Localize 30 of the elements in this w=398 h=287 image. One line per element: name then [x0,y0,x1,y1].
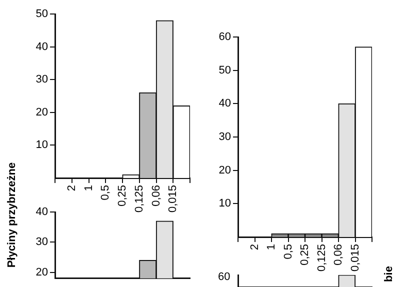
x-tick-label: 2 [248,244,261,250]
y-tick-label: 30 [36,236,48,248]
x-tick-label: 2 [66,185,78,192]
y-tick-label: 30 [218,131,231,144]
x-tick-label: 0,125 [133,185,146,213]
y-tick-label: 10 [36,139,48,152]
x-tick-label: 0,06 [332,244,345,266]
y-tick-label: 50 [218,64,231,76]
y-tick-label: 40 [36,206,48,218]
y-tick-label: 40 [36,40,48,53]
y-tick-label: 20 [36,106,48,118]
y-tick-label: 60 [218,31,231,44]
y-tick-label: 20 [218,164,231,176]
y-axis-title: Płyciny przybrzeżne [5,161,19,270]
y-tick-label: 10 [218,198,231,210]
x-tick-label: 0,25 [116,185,129,206]
x-tick-label: 0,5 [282,244,294,260]
x-tick-label: 0,015 [349,244,362,272]
x-tick-label: 0,06 [150,185,162,206]
y-tick-label: 40 [218,98,231,110]
x-tick-label: 0,125 [316,244,328,272]
y-tick-label: 20 [36,266,48,278]
x-tick-label: 0,25 [299,244,312,266]
y-tick-label: 30 [36,74,48,86]
x-tick-label: 1 [266,244,278,250]
x-tick-label: 1 [82,185,95,192]
x-tick-label: 0,015 [167,185,180,213]
y-axis-title: bie [382,265,396,284]
x-tick-label: 0,5 [100,185,112,200]
y-tick-label: 50 [36,8,48,20]
